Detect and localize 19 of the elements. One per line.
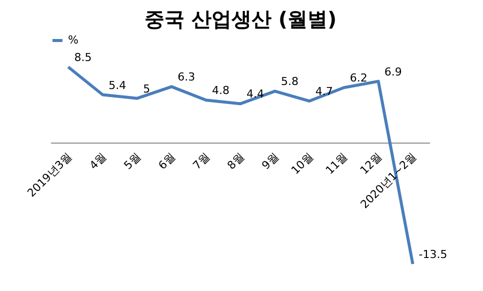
x-tick-label: 4월 (87, 150, 109, 172)
chart-title: 중국 산업생산 (월별) (144, 7, 337, 31)
data-label: 5 (143, 82, 150, 96)
x-tick-label: 5월 (121, 150, 144, 172)
data-label: -13.5 (418, 248, 448, 261)
data-label: 6.3 (178, 70, 196, 84)
legend-label: % (68, 34, 78, 46)
data-label: 6.9 (384, 65, 402, 78)
x-tick-label: 8월 (224, 150, 247, 172)
data-label: 8.5 (74, 51, 92, 64)
x-tick-label: 7월 (190, 150, 212, 172)
data-label: 5.8 (280, 75, 298, 88)
data-label: 6.2 (350, 72, 368, 85)
x-tick-label: 9월 (259, 150, 282, 172)
data-label: 5.4 (108, 78, 126, 92)
data-label: 4.8 (212, 84, 230, 98)
data-label: 4.4 (246, 88, 264, 101)
data-label: 4.7 (315, 85, 333, 98)
x-tick-label: 6월 (156, 150, 178, 172)
